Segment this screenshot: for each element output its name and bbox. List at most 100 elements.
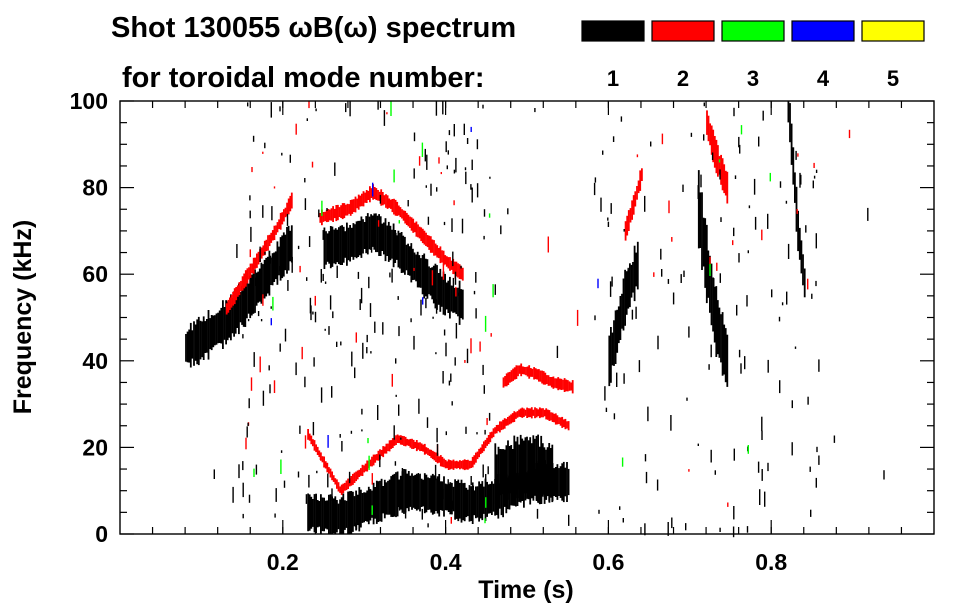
spectral-column (234, 290, 237, 334)
spectral-column (323, 497, 325, 532)
spectral-column (347, 478, 349, 489)
spectral-column (308, 494, 311, 531)
spectral-column (559, 417, 562, 426)
spectral-column (423, 253, 426, 299)
speckle (305, 494, 308, 504)
spectral-column (500, 421, 503, 431)
spectral-column (310, 435, 313, 445)
speckle (283, 480, 286, 488)
spectral-column (254, 269, 256, 313)
spectral-column (532, 435, 535, 498)
spectral-column (459, 460, 461, 470)
speckle (594, 315, 596, 321)
speckle (680, 274, 682, 283)
speckle (716, 262, 718, 271)
spectral-column (196, 319, 199, 365)
spectral-column (345, 500, 348, 528)
speckle (291, 256, 293, 273)
speckle (490, 333, 492, 337)
speckle (867, 207, 869, 221)
spectral-column (415, 440, 418, 452)
spectral-column (554, 467, 557, 497)
spectral-column (214, 315, 216, 346)
spectral-column (286, 202, 288, 217)
spectral-column (543, 447, 546, 494)
spectral-column (324, 211, 326, 221)
spectral-column (562, 461, 565, 503)
speckle (708, 364, 710, 370)
spectral-column (468, 460, 471, 469)
speckle (435, 101, 438, 116)
speckle (309, 297, 312, 314)
spectral-column (358, 487, 361, 532)
spectral-column (449, 257, 451, 271)
spectral-column (406, 438, 409, 446)
spectral-column (265, 257, 268, 297)
spectral-column (363, 465, 365, 473)
spectral-column (356, 470, 359, 480)
spectral-column (494, 427, 496, 434)
spectral-column (369, 459, 372, 467)
spectral-column (430, 449, 433, 458)
speckle (413, 267, 415, 271)
speckle (259, 356, 261, 373)
speckle (690, 132, 693, 137)
spectral-column (798, 227, 801, 260)
speckle (471, 489, 473, 502)
spectral-column (716, 300, 719, 355)
spectral-column (550, 412, 552, 421)
spectral-column (217, 312, 219, 344)
spectral-column (412, 475, 415, 508)
spectral-column (384, 218, 387, 262)
spectral-column (188, 329, 191, 363)
spectral-column (367, 486, 370, 525)
spectral-column (457, 263, 459, 278)
speckle (744, 356, 746, 370)
spectral-column (375, 480, 378, 524)
speckle (279, 106, 281, 112)
speckle (326, 208, 328, 211)
spectral-column (265, 239, 268, 252)
speckle (767, 462, 769, 472)
spectral-column (284, 234, 287, 271)
speckle (279, 343, 281, 352)
speckle (799, 172, 801, 188)
spectral-column (538, 407, 541, 419)
speckle (779, 181, 782, 188)
speckle (785, 200, 788, 204)
spectral-column (468, 485, 471, 522)
speckle (636, 154, 639, 158)
speckle (813, 162, 815, 168)
speckle (454, 357, 456, 366)
spectral-column (519, 408, 522, 418)
spectral-column (397, 230, 400, 268)
spectral-column (481, 444, 484, 453)
speckle (483, 385, 485, 394)
y-tick-label: 0 (95, 521, 108, 547)
spectral-column (407, 214, 410, 227)
speckle (683, 270, 685, 277)
spectral-column (395, 235, 398, 260)
spectral-column (373, 187, 376, 199)
spectral-column (383, 446, 386, 454)
speckle (359, 299, 361, 310)
spectral-column (255, 272, 258, 306)
spectral-column (562, 379, 564, 390)
speckle (341, 441, 343, 452)
spectral-column (507, 440, 509, 500)
speckle (398, 404, 400, 416)
spectral-column (246, 282, 248, 319)
speckle (453, 124, 455, 137)
speckle (319, 454, 322, 460)
speckle (769, 172, 771, 182)
spectral-column (566, 462, 568, 502)
speckle (334, 162, 336, 176)
spectral-column (517, 365, 519, 377)
speckle (451, 401, 453, 406)
speckle (336, 265, 338, 278)
spectral-column (257, 271, 260, 303)
speckle (607, 217, 609, 221)
spectral-column (425, 474, 428, 513)
spectral-column (478, 448, 480, 458)
spectral-column (515, 412, 517, 419)
